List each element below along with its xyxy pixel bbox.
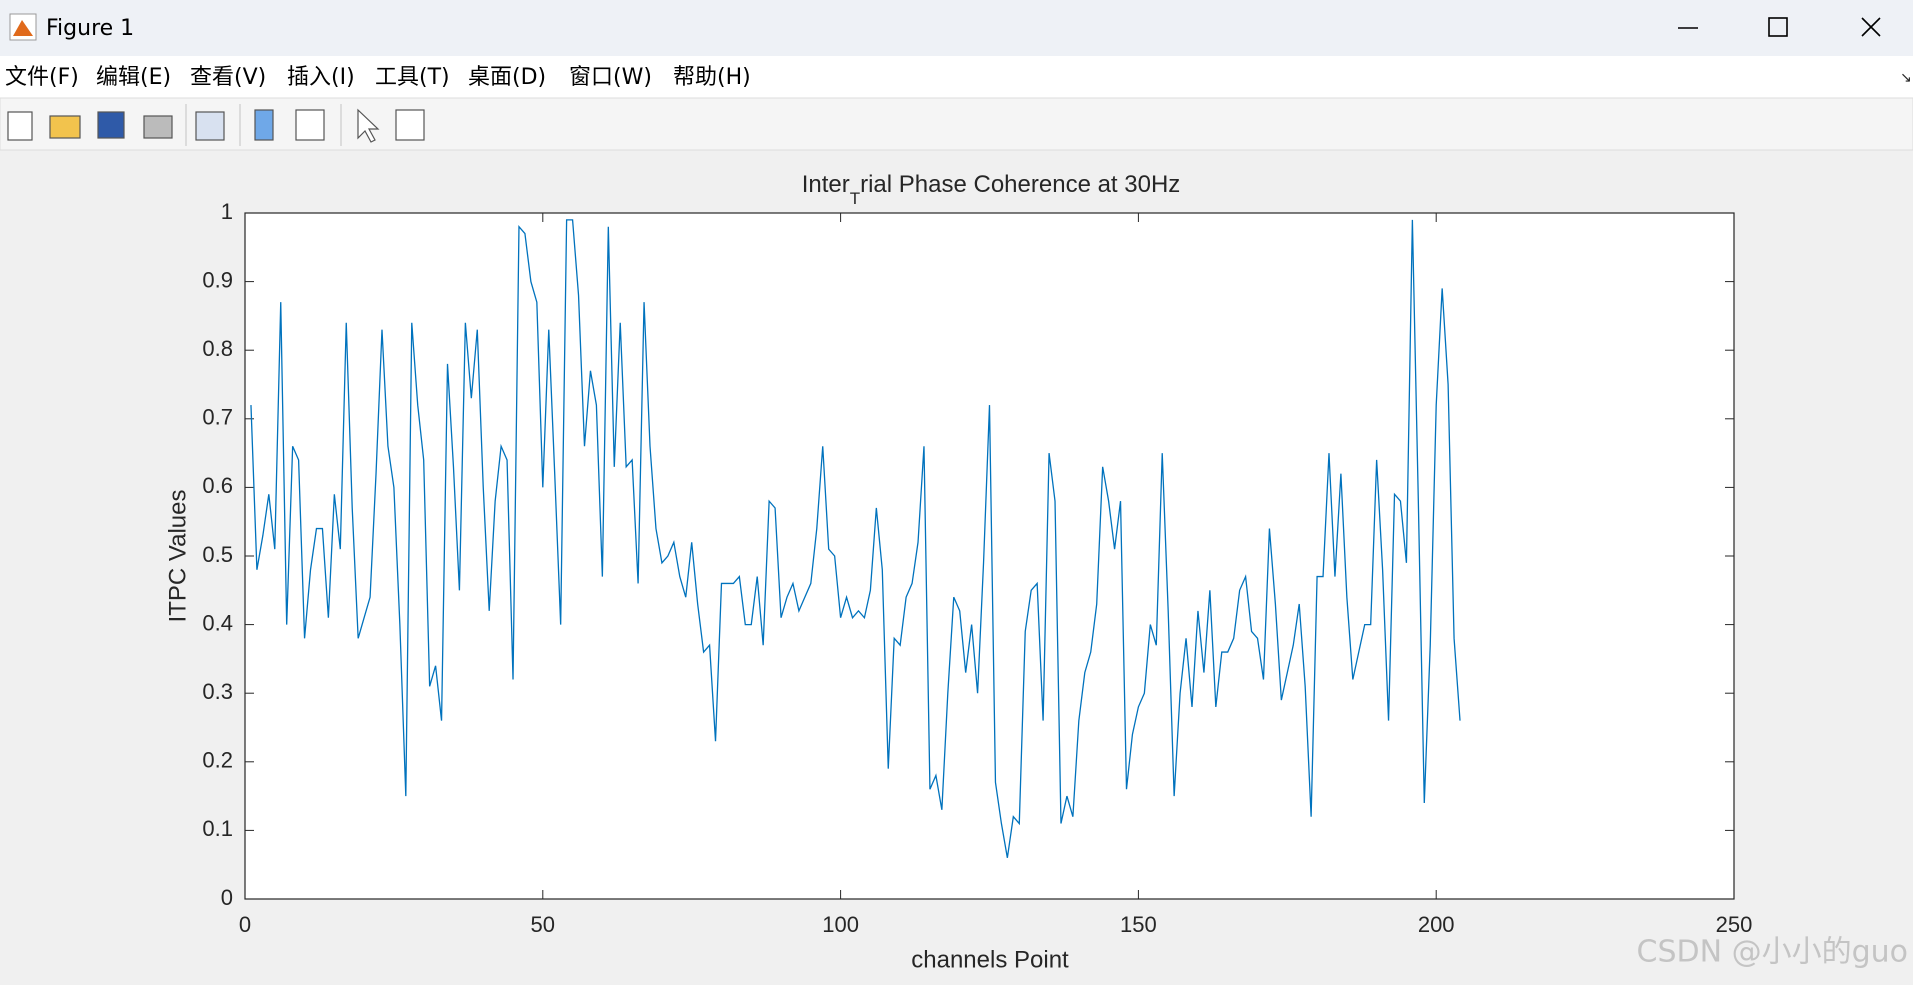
y-tick-label: 0.6 <box>202 473 233 498</box>
menu-item[interactable]: 查看(V) <box>190 65 266 90</box>
y-tick-label: 0 <box>221 885 233 910</box>
axes-box <box>244 212 1735 900</box>
app-icon <box>9 13 37 41</box>
menu-item[interactable]: 编辑(E) <box>96 65 171 90</box>
x-tick-label: 50 <box>531 912 555 937</box>
y-tick-label: 0.3 <box>202 679 233 704</box>
y-tick-label: 0.9 <box>202 267 233 292</box>
legend-icon[interactable] <box>295 109 325 141</box>
link-icon[interactable] <box>195 111 225 141</box>
menu-item[interactable]: 桌面(D) <box>468 65 546 90</box>
property-icon[interactable] <box>395 109 425 141</box>
menu-item[interactable]: 工具(T) <box>375 65 450 90</box>
menu-item[interactable]: 窗口(W) <box>569 65 652 90</box>
title-part: Inter <box>802 171 850 198</box>
plot-area <box>245 213 1734 899</box>
y-tick-label: 0.8 <box>202 336 233 361</box>
toolbar-icons <box>7 104 425 146</box>
save-icon[interactable] <box>97 111 125 139</box>
x-tick-label: 100 <box>822 912 859 937</box>
y-tick-label: 0.5 <box>202 542 233 567</box>
menu-bar <box>0 56 1913 98</box>
y-tick-label: 0.1 <box>202 816 233 841</box>
y-tick-label: 1 <box>221 199 233 224</box>
maximize-button[interactable] <box>1768 17 1788 37</box>
colorbar-icon[interactable] <box>254 109 274 141</box>
x-tick-label: 150 <box>1120 912 1157 937</box>
title-bar <box>0 0 1913 56</box>
menu-arrow: ↘ <box>1900 70 1912 86</box>
watermark: CSDN @小小的guo <box>1637 935 1908 970</box>
print-icon[interactable] <box>143 115 173 139</box>
close-button[interactable] <box>1861 17 1881 37</box>
toolbar <box>0 97 1913 151</box>
open-icon[interactable] <box>49 115 81 139</box>
menu-item[interactable]: 插入(I) <box>287 65 355 90</box>
data-line <box>250 219 1461 858</box>
x-axis-label: channels Point <box>911 946 1069 973</box>
title-part: rial Phase Coherence at 30Hz <box>860 171 1180 198</box>
x-tick-label: 0 <box>239 912 251 937</box>
menu-item[interactable]: 文件(F) <box>5 65 79 90</box>
title-subscript: T <box>850 189 860 208</box>
window-title: Figure 1 <box>46 16 134 41</box>
y-tick-label: 0.7 <box>202 405 233 430</box>
y-axis-label: ITPC Values <box>164 490 191 623</box>
x-tick-label: 200 <box>1418 912 1455 937</box>
y-tick-label: 0.2 <box>202 748 233 773</box>
x-tick-label: 250 <box>1716 912 1753 937</box>
new-icon[interactable] <box>7 111 33 141</box>
pointer-icon[interactable] <box>357 108 380 143</box>
menu-item[interactable]: 帮助(H) <box>673 65 751 90</box>
chart-title: InterTrial Phase Coherence at 30Hz <box>802 171 1181 208</box>
y-tick-label: 0.4 <box>202 610 233 635</box>
